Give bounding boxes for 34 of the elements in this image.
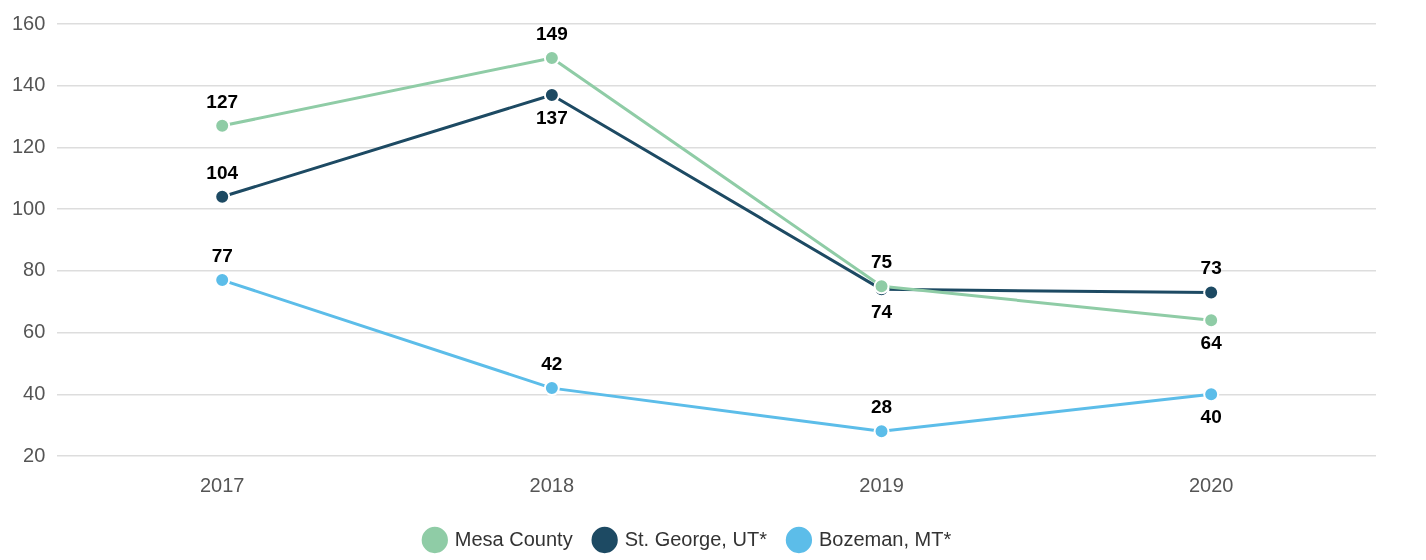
legend-label: Mesa County [454,527,573,550]
data-label: 77 [211,244,233,266]
point [1203,284,1220,301]
data-label: 40 [1200,406,1222,428]
point [1203,312,1220,329]
data-label: 42 [541,352,563,374]
x-tick-label: 2018 [529,473,575,496]
y-tick-label: 120 [11,134,46,157]
point [873,423,890,440]
x-tick-label: 2020 [1188,473,1234,496]
x-tick-label: 2019 [859,473,904,496]
data-label: 104 [206,161,239,183]
data-label: 74 [870,301,893,323]
x-tick-label: 2017 [199,473,245,496]
data-label: 127 [206,90,239,112]
point [1203,386,1220,403]
data-label: 28 [870,396,893,418]
data-label: 64 [1200,331,1223,353]
y-tick-label: 140 [11,73,46,96]
data-label: 149 [536,22,568,44]
y-tick-label: 20 [23,443,46,466]
y-tick-label: 160 [11,11,46,34]
point [543,380,560,397]
y-tick-label: 80 [23,258,46,281]
point [214,188,231,205]
y-tick-label: 40 [23,381,46,404]
data-label: 73 [1200,257,1222,279]
legend-label: St. George, UT* [624,527,768,550]
legend-label: Bozeman, MT* [818,527,952,550]
data-label: 75 [870,251,893,273]
y-tick-label: 60 [23,320,46,343]
point [214,117,231,134]
data-label: 137 [536,106,568,128]
y-tick-label: 100 [11,196,46,219]
